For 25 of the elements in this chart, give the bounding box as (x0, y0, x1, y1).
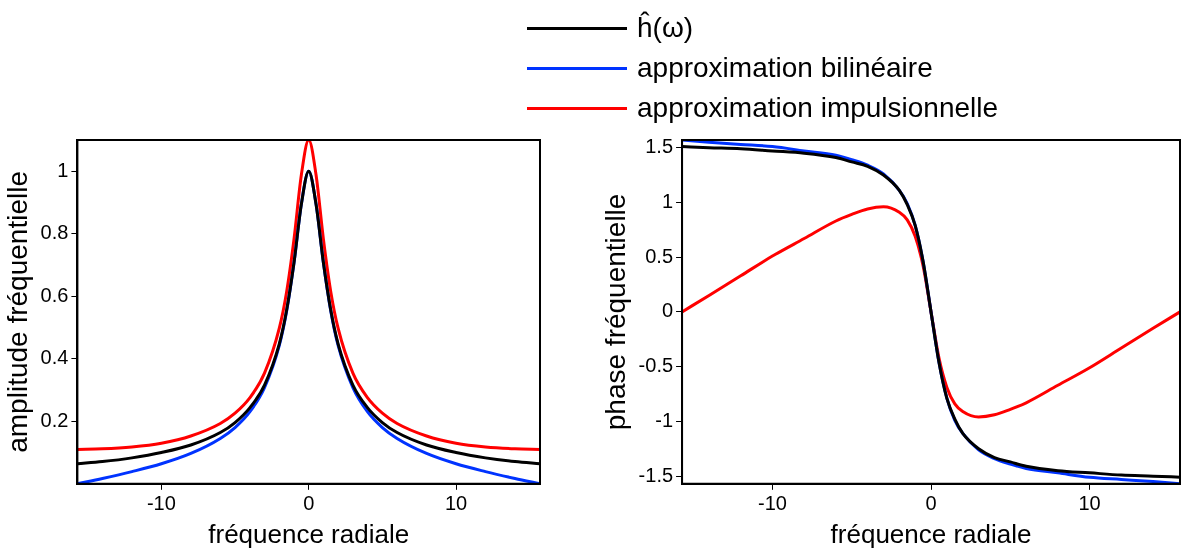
legend-label: approximation bilinéaire (637, 51, 933, 85)
legend-label: ĥ(ω) (637, 10, 694, 45)
y-tick-label: -1 (655, 408, 674, 431)
legend-label: approximation impulsionnelle (637, 91, 999, 125)
y-axis-title: phase fréquentielle (599, 193, 631, 431)
y-tick-label: 1.5 (645, 135, 674, 158)
y-tick-label: 1 (57, 158, 69, 181)
y-tick-label: 0.6 (40, 283, 69, 306)
y-tick-label: 0.2 (40, 408, 69, 431)
x-tick-label: 10 (1078, 492, 1101, 515)
x-tick-label: 10 (444, 492, 468, 515)
y-tick-label: 1 (661, 189, 674, 212)
y-tick-label: 0.5 (645, 244, 674, 267)
x-axis-title: fréquence radiale (830, 518, 1032, 549)
x-axis-title: fréquence radiale (208, 518, 410, 549)
x-tick-label: -10 (758, 492, 787, 515)
y-axis-title: amplitude fréquentielle (1, 171, 33, 453)
y-tick-label: -1.5 (638, 463, 674, 486)
x-tick-label: -10 (146, 492, 176, 515)
y-tick-label: -0.5 (638, 354, 674, 377)
y-tick-label: 0.8 (40, 221, 69, 244)
x-tick-label: 0 (303, 492, 315, 515)
x-tick-label: 0 (925, 492, 937, 515)
y-tick-label: 0.4 (40, 346, 69, 369)
y-tick-label: 0 (661, 299, 674, 322)
